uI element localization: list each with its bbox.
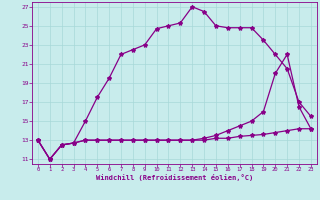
X-axis label: Windchill (Refroidissement éolien,°C): Windchill (Refroidissement éolien,°C) — [96, 174, 253, 181]
